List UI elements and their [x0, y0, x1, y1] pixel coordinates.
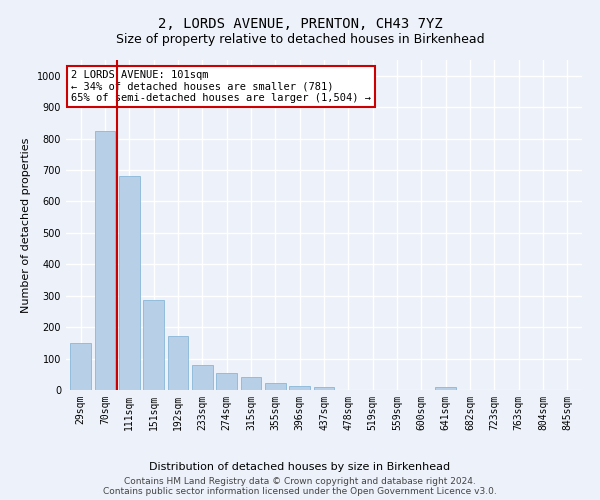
Bar — [289, 386, 310, 390]
Bar — [241, 377, 262, 390]
Bar — [216, 372, 237, 390]
Text: 2, LORDS AVENUE, PRENTON, CH43 7YZ: 2, LORDS AVENUE, PRENTON, CH43 7YZ — [158, 18, 442, 32]
Bar — [167, 336, 188, 390]
Bar — [192, 365, 212, 390]
Text: Size of property relative to detached houses in Birkenhead: Size of property relative to detached ho… — [116, 32, 484, 46]
Bar — [436, 387, 456, 390]
Bar — [265, 383, 286, 390]
Text: 2 LORDS AVENUE: 101sqm
← 34% of detached houses are smaller (781)
65% of semi-de: 2 LORDS AVENUE: 101sqm ← 34% of detached… — [71, 70, 371, 103]
Bar — [143, 300, 164, 390]
Text: Distribution of detached houses by size in Birkenhead: Distribution of detached houses by size … — [149, 462, 451, 472]
Bar — [95, 130, 115, 390]
Text: Contains HM Land Registry data © Crown copyright and database right 2024.
Contai: Contains HM Land Registry data © Crown c… — [103, 476, 497, 496]
Bar — [70, 343, 91, 390]
Bar — [119, 176, 140, 390]
Bar — [314, 388, 334, 390]
Y-axis label: Number of detached properties: Number of detached properties — [21, 138, 31, 312]
